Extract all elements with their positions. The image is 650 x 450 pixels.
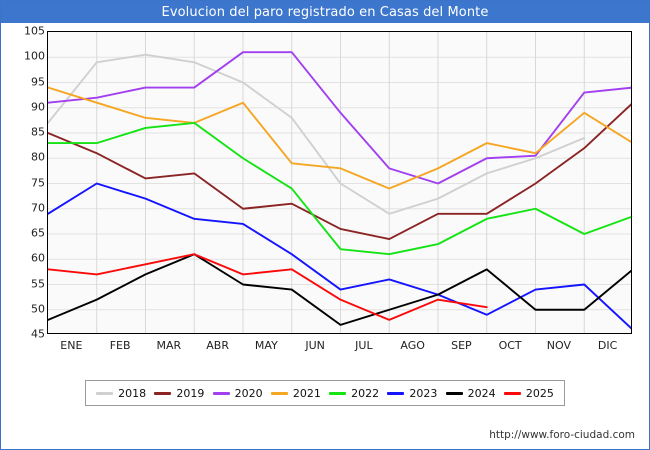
- series-line-2025: [48, 253, 488, 321]
- legend-swatch-icon: [270, 391, 288, 395]
- legend-item-2018[interactable]: 2018: [96, 387, 146, 400]
- y-axis-tick-label: 80: [31, 150, 45, 164]
- x-axis-tick-label: MAY: [254, 339, 278, 352]
- y-axis-tick-label: 50: [31, 302, 45, 316]
- x-axis-tick-label: DIC: [597, 339, 618, 352]
- y-axis-tick-label: 75: [31, 176, 45, 189]
- legend-swatch-icon: [445, 391, 463, 395]
- y-axis-tick-label: 85: [31, 125, 45, 139]
- legend-item-2020[interactable]: 2020: [212, 386, 263, 400]
- chart-area: 105 100 95 90 85 80 75 70 65 60 55 50 45 ENE FEB MAR AB…: [1, 23, 649, 371]
- y-axis-tick-label: 100: [24, 49, 45, 63]
- x-axis-tick-label: SEP: [451, 339, 472, 352]
- chart-legend: 2018 2019 2020 2021 2022 2023 2024 2025: [85, 380, 565, 406]
- legend-label: 2022: [351, 386, 380, 400]
- legend-label: 2020: [234, 386, 263, 400]
- legend-swatch-icon: [387, 391, 405, 395]
- y-axis-tick-label: 95: [31, 75, 45, 88]
- y-axis-tick-label: 90: [31, 100, 45, 114]
- y-axis-tick-label: 65: [31, 226, 45, 240]
- legend-item-2021[interactable]: 2021: [270, 386, 321, 400]
- x-axis-tick-label: ENE: [60, 339, 83, 352]
- series-line-2020: [48, 51, 631, 185]
- legend-swatch-icon: [96, 391, 114, 395]
- y-axis-tick-label: 45: [31, 327, 45, 341]
- x-axis-tick-label: AGO: [400, 339, 425, 352]
- legend-label: 2018: [118, 386, 147, 400]
- x-axis-tick-label: JUL: [355, 339, 373, 352]
- legend-label: 2025: [525, 386, 554, 400]
- legend-label: 2024: [467, 386, 496, 400]
- legend-item-2022[interactable]: 2022: [329, 387, 379, 400]
- x-axis-tick-label: MAR: [156, 339, 182, 352]
- legend-label: 2021: [292, 386, 321, 400]
- legend-item-2023[interactable]: 2023: [387, 387, 437, 400]
- legend-item-2024[interactable]: 2024: [445, 386, 496, 400]
- legend-item-2019[interactable]: 2019: [154, 387, 204, 400]
- legend-swatch-icon: [329, 391, 347, 395]
- legend-label: 2023: [409, 386, 438, 400]
- series-line-2018: [48, 53, 586, 215]
- x-axis: ENE FEB MAR ABR MAY JUN JUL AGO SEP OCT NOV DIC: [47, 336, 633, 358]
- plot-area: [47, 31, 632, 334]
- source-url: http://www.foro-ciudad.com: [489, 429, 635, 441]
- window-title-bar: Evolucion del paro registrado en Casas d…: [1, 1, 649, 23]
- x-axis-tick-label: ABR: [206, 339, 229, 352]
- legend-item-2025[interactable]: 2025: [503, 386, 554, 400]
- legend-swatch-icon: [503, 391, 521, 395]
- series-line-2021: [48, 86, 631, 190]
- series-line-2023: [48, 182, 631, 330]
- x-axis-tick-label: OCT: [498, 339, 522, 352]
- series-line-2022: [48, 121, 631, 256]
- y-axis-tick-label: 70: [31, 201, 45, 215]
- y-axis-tick-label: 105: [24, 24, 45, 38]
- y-axis: 105 100 95 90 85 80 75 70 65 60 55 50 45: [1, 25, 45, 341]
- legend-label: 2019: [176, 386, 205, 400]
- y-axis-tick-label: 60: [31, 251, 45, 265]
- legend-swatch-icon: [154, 391, 172, 395]
- plot-inner: [48, 32, 631, 333]
- series-lines: [48, 51, 631, 330]
- y-axis-tick-label: 55: [31, 277, 45, 290]
- page-title: Evolucion del paro registrado en Casas d…: [161, 4, 489, 20]
- legend-swatch-icon: [212, 391, 230, 395]
- series-line-2024: [48, 253, 631, 326]
- x-axis-tick-label: JUN: [305, 339, 325, 352]
- x-axis-tick-label: FEB: [109, 339, 131, 352]
- series-line-2019: [48, 103, 631, 241]
- x-axis-tick-label: NOV: [546, 339, 571, 352]
